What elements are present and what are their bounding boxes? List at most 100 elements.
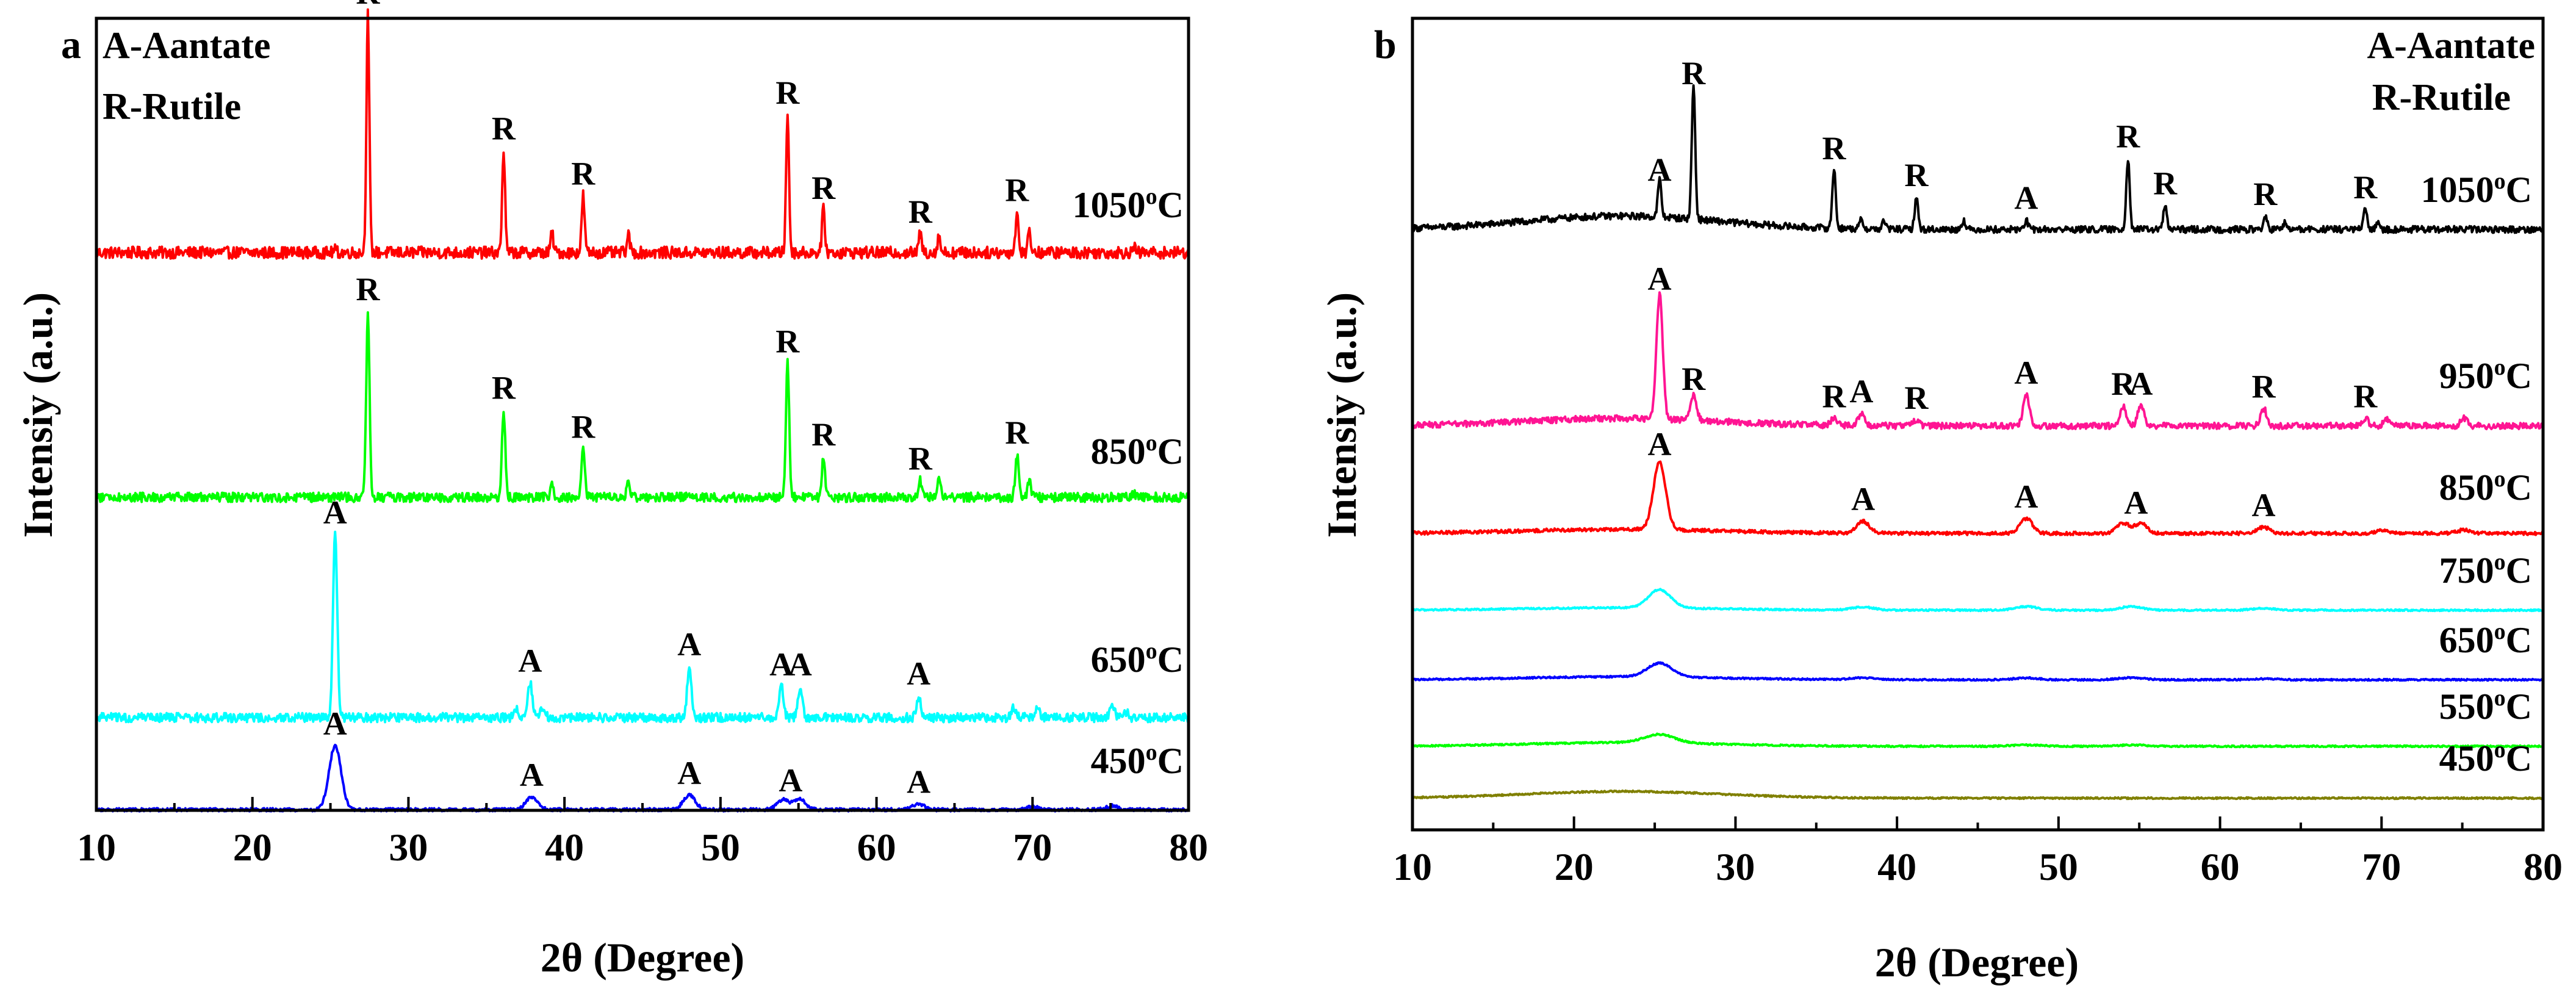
peak-label-950c-rutile: R: [2252, 368, 2276, 405]
peak-label-950c-rutile: R: [1822, 378, 1846, 415]
peak-label-1050c-rutile: R: [775, 74, 800, 111]
temperature-label-850c: 850oC: [1091, 430, 1184, 472]
temperature-label-450c: 450oC: [1091, 740, 1184, 781]
x-tick-label-50: 50: [2039, 845, 2078, 888]
legend-anatase-text: A-Aantate: [103, 25, 271, 67]
peak-label-950c-anatase: A: [1849, 373, 1873, 410]
peak-label-950c-anatase: A: [1648, 261, 1672, 297]
panel-b-letter: b: [1374, 23, 1397, 67]
peak-label-850c-rutile: R: [356, 271, 380, 308]
peak-label-950c-rutile: R: [1904, 380, 1929, 416]
peak-label-450c-anatase: A: [677, 755, 701, 791]
peak-label-1050c-rutile: R: [571, 155, 595, 192]
peak-label-650c-anatase: A: [788, 646, 812, 683]
series-750c-line: [1412, 588, 2544, 613]
peak-label-650c-anatase: A: [518, 643, 542, 679]
peak-label-1050c-rutile: R: [1904, 157, 1929, 193]
temperature-label-850c: 850oC: [2439, 466, 2532, 508]
x-tick-label-20: 20: [1555, 845, 1594, 888]
panel-b-x-axis-title: 2θ (Degree): [1875, 939, 2079, 985]
peak-label-650c-anatase: A: [677, 626, 701, 663]
panel-a-x-axis-title: 2θ (Degree): [541, 934, 744, 981]
legend-anatase-text: A-Aantate: [2367, 25, 2536, 67]
panel-a-peak-labels: RRRRRRRRRRRRRRAAAAAAAAAAA: [323, 0, 1029, 801]
x-tick-label-80: 80: [2524, 845, 2563, 888]
series-950c-line: [1411, 291, 2544, 431]
x-tick-label-60: 60: [857, 826, 896, 869]
series-1050c-line: [95, 8, 1190, 260]
series-550c-line: [1412, 732, 2544, 749]
peak-label-1050c-anatase: A: [1648, 151, 1672, 188]
peak-label-450c-anatase: A: [323, 705, 347, 742]
peak-label-950c-anatase: A: [2129, 366, 2153, 402]
series-850c-line: [1411, 460, 2544, 536]
peak-label-950c-anatase: A: [2014, 355, 2038, 391]
peak-label-850c-anatase: A: [2252, 487, 2276, 524]
peak-label-950c-rutile: R: [1682, 361, 1706, 397]
peak-label-950c-rutile: R: [2353, 378, 2378, 415]
peak-label-1050c-anatase: A: [2014, 180, 2038, 217]
legend-rutile-text: R-Rutile: [103, 86, 241, 128]
series-650c-line: [95, 530, 1190, 724]
peak-label-850c-anatase: A: [1851, 481, 1875, 517]
temperature-label-1050c: 1050oC: [1073, 184, 1184, 225]
series-850c-line: [95, 311, 1190, 503]
series-450c-line: [1411, 789, 2544, 801]
panel-b-traces: [1411, 84, 2544, 801]
panel-a-plot: RRRRRRRRRRRRRRAAAAAAAAAAA 1050oC850oC650…: [77, 0, 1208, 869]
x-tick-label-70: 70: [2362, 845, 2401, 888]
panel-a-x-ticks: 10 20 30 40 50 60 70 80: [77, 797, 1208, 869]
panel-a: a RRRRRRRRRRRRRRAAAAAAAAAAA 1050oC850oC6…: [15, 0, 1208, 981]
peak-label-650c-anatase: A: [769, 646, 793, 683]
peak-label-1050c-rutile: R: [2353, 169, 2378, 206]
x-tick-label-70: 70: [1013, 826, 1052, 869]
x-tick-label-30: 30: [389, 826, 428, 869]
peak-label-1050c-rutile: R: [811, 170, 836, 206]
peak-label-850c-rutile: R: [571, 409, 595, 445]
x-tick-label-80: 80: [1169, 826, 1208, 869]
peak-label-650c-anatase: A: [907, 655, 930, 692]
panel-a-y-axis-title: Intensiy (a.u.): [15, 292, 61, 538]
peak-label-450c-anatase: A: [907, 764, 930, 801]
temperature-label-750c: 750oC: [2439, 549, 2532, 591]
panel-a-legend: A-Aantate R-Rutile: [103, 25, 271, 128]
x-tick-label-10: 10: [77, 826, 116, 869]
series-450c-line: [96, 743, 1189, 813]
peak-label-850c-anatase: A: [2014, 478, 2038, 515]
series-650c-line: [1412, 661, 2544, 682]
peak-label-850c-rutile: R: [811, 416, 836, 453]
x-tick-label-50: 50: [701, 826, 740, 869]
x-tick-label-40: 40: [545, 826, 584, 869]
temperature-label-1050c: 1050oC: [2421, 168, 2532, 210]
peak-label-850c-anatase: A: [2124, 484, 2148, 521]
peak-label-1050c-rutile: R: [2116, 118, 2140, 154]
temperature-label-950c: 950oC: [2439, 355, 2532, 396]
panel-a-letter: a: [61, 23, 81, 67]
peak-label-850c-rutile: R: [775, 323, 800, 359]
temperature-label-550c: 550oC: [2439, 685, 2532, 727]
temperature-label-650c: 650oC: [1091, 638, 1184, 680]
panel-a-traces: [95, 8, 1190, 813]
peak-label-850c-rutile: R: [492, 370, 516, 406]
peak-label-1050c-rutile: R: [1682, 55, 1706, 92]
peak-label-1050c-rutile: R: [1005, 172, 1029, 209]
peak-label-850c-anatase: A: [1648, 426, 1672, 463]
peak-label-1050c-rutile: R: [2153, 165, 2178, 201]
peak-label-850c-rutile: R: [908, 441, 933, 477]
panel-b-y-axis-title: Intensiy (a.u.): [1319, 292, 1365, 538]
peak-label-450c-anatase: A: [520, 757, 544, 793]
peak-label-650c-anatase: A: [323, 494, 347, 531]
temperature-label-450c: 450oC: [2439, 737, 2532, 779]
peak-label-450c-anatase: A: [779, 762, 802, 799]
panel-b-temperature-labels: 1050oC 950oC 850oC 750oC 650oC 550oC 450oC: [2421, 168, 2532, 779]
x-tick-label-40: 40: [1877, 845, 1916, 888]
peak-label-1050c-rutile: R: [492, 110, 516, 146]
panel-b-x-ticks: 10 20 30 40 50 60 70 80: [1393, 816, 2563, 888]
peak-label-850c-rutile: R: [1005, 414, 1029, 451]
x-tick-label-30: 30: [1716, 845, 1755, 888]
panel-b-legend: A-Aantate R-Rutile: [2367, 25, 2536, 118]
